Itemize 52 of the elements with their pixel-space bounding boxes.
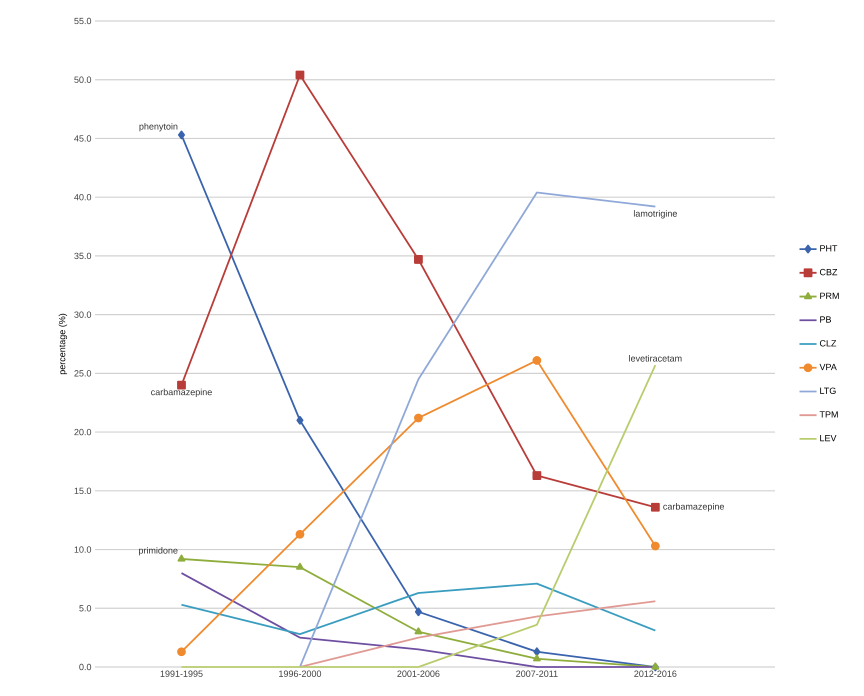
y-tick-label: 0.0 [79, 664, 92, 670]
point [650, 502, 660, 512]
point [650, 542, 660, 550]
annotation: lamotrigine [634, 210, 677, 218]
point [414, 255, 423, 264]
legend-label: LTG [820, 388, 836, 394]
legend-label: PB [820, 316, 832, 323]
legend-label: CBZ [820, 268, 838, 276]
point [178, 130, 186, 140]
x-tick-label: 2012-2016 [634, 670, 676, 677]
y-tick-label: 55.0 [74, 18, 92, 24]
point [178, 554, 186, 562]
annotation: primidone [139, 547, 178, 556]
annotation: levetiracetam [629, 354, 682, 362]
y-axis-title: percentage (%) [58, 314, 68, 374]
y-tick-label: 40.0 [74, 194, 92, 200]
y-tick-label: 15.0 [74, 488, 92, 494]
point [296, 530, 304, 539]
y-tick-label: 25.0 [74, 370, 92, 377]
y-tick-label: 30.0 [74, 311, 92, 318]
line-series [180, 582, 656, 636]
y-tick-label: 35.0 [74, 252, 92, 260]
line-series [299, 600, 656, 668]
y-tick-label: 10.0 [74, 546, 92, 553]
annotation: carbamazepine [663, 503, 724, 512]
legend-label: TPM [820, 411, 838, 418]
legend-label: LEV [820, 435, 836, 442]
annotation: phenytoin [140, 123, 178, 132]
legend-label: CLZ [820, 340, 836, 346]
point [414, 627, 422, 634]
x-tick-label: 2007-2011 [516, 670, 558, 677]
point [532, 471, 542, 480]
legend-label: VPA [820, 364, 837, 370]
x-tick-label: 1996-2000 [279, 670, 322, 677]
point [532, 654, 541, 662]
legend-label: PRM [820, 292, 839, 299]
point [533, 647, 540, 656]
annotation: carbamazepine [151, 388, 212, 398]
point [414, 607, 422, 616]
point [296, 562, 304, 570]
x-tick-label: 2001-2006 [397, 670, 440, 677]
point [296, 416, 304, 425]
y-tick-label: 20.0 [74, 428, 92, 436]
point [296, 70, 304, 80]
y-tick-label: 50.0 [74, 76, 92, 83]
y-tick-label: 5.0 [79, 605, 92, 612]
x-tick-label: 1991-1995 [160, 670, 203, 677]
point [532, 356, 542, 365]
legend-label: PHT [820, 245, 838, 252]
point [414, 414, 423, 422]
point [177, 647, 186, 656]
y-tick-label: 45.0 [74, 135, 92, 142]
